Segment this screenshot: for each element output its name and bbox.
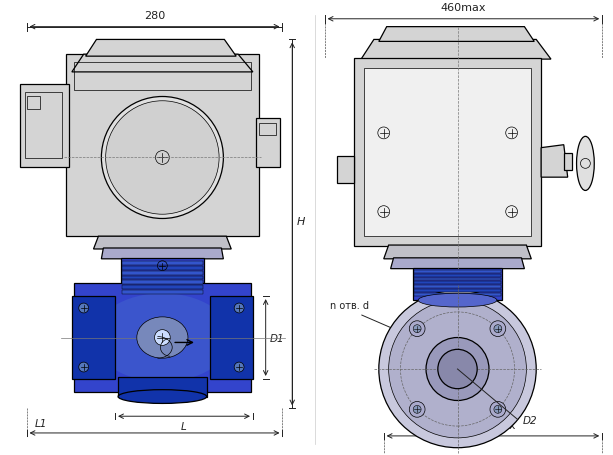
Bar — [354, 59, 541, 247]
Bar — [414, 270, 501, 273]
Ellipse shape — [418, 293, 497, 307]
Polygon shape — [20, 85, 69, 168]
Bar — [414, 290, 501, 293]
Circle shape — [78, 362, 89, 372]
Bar — [122, 276, 203, 280]
Bar — [414, 274, 501, 277]
Bar — [122, 261, 203, 265]
Bar — [564, 153, 572, 171]
Polygon shape — [94, 237, 231, 249]
Circle shape — [379, 291, 536, 448]
Bar — [121, 258, 204, 296]
Circle shape — [101, 97, 223, 219]
Text: D1: D1 — [270, 333, 284, 343]
Bar — [72, 297, 115, 379]
Circle shape — [409, 321, 425, 337]
Text: 460max: 460max — [441, 3, 486, 13]
Circle shape — [234, 362, 244, 372]
Text: L: L — [181, 421, 187, 431]
Bar — [66, 55, 259, 237]
Circle shape — [105, 101, 219, 215]
Text: n отв. d: n отв. d — [330, 300, 368, 310]
Polygon shape — [541, 146, 568, 178]
Bar — [210, 297, 253, 379]
Circle shape — [413, 325, 421, 333]
Bar — [414, 286, 501, 289]
Text: L1: L1 — [34, 418, 47, 428]
Bar — [122, 291, 203, 294]
Polygon shape — [379, 28, 535, 42]
Circle shape — [490, 321, 506, 337]
Bar — [364, 69, 531, 237]
Bar — [413, 268, 502, 300]
Bar — [337, 156, 354, 184]
Circle shape — [413, 405, 421, 414]
Bar — [259, 124, 276, 136]
Polygon shape — [390, 258, 524, 269]
Circle shape — [426, 338, 489, 400]
Ellipse shape — [577, 137, 594, 191]
Bar — [122, 286, 203, 290]
Bar — [74, 63, 251, 91]
Circle shape — [438, 349, 477, 389]
Ellipse shape — [137, 317, 188, 359]
Polygon shape — [72, 55, 253, 73]
Circle shape — [389, 300, 527, 438]
Bar — [122, 281, 203, 285]
Polygon shape — [86, 40, 236, 57]
Circle shape — [154, 330, 170, 346]
Circle shape — [494, 325, 502, 333]
Ellipse shape — [118, 390, 207, 404]
Text: 280: 280 — [144, 11, 165, 21]
Circle shape — [78, 303, 89, 313]
Bar — [414, 278, 501, 281]
Circle shape — [234, 303, 244, 313]
Bar — [25, 92, 62, 159]
Polygon shape — [101, 248, 223, 259]
Circle shape — [490, 402, 506, 417]
Circle shape — [494, 405, 502, 414]
Bar — [414, 282, 501, 285]
Bar — [74, 284, 251, 392]
Text: 320max: 320max — [470, 420, 516, 430]
Ellipse shape — [94, 293, 231, 382]
Polygon shape — [361, 40, 551, 60]
Bar — [414, 293, 501, 297]
Circle shape — [409, 402, 425, 417]
Bar — [26, 96, 40, 110]
Bar — [122, 271, 203, 275]
Polygon shape — [256, 119, 280, 168]
Polygon shape — [384, 246, 531, 259]
Text: H: H — [297, 217, 305, 227]
Bar — [418, 300, 497, 315]
Bar — [122, 266, 203, 270]
Bar — [118, 377, 207, 397]
Text: D2: D2 — [523, 415, 538, 425]
